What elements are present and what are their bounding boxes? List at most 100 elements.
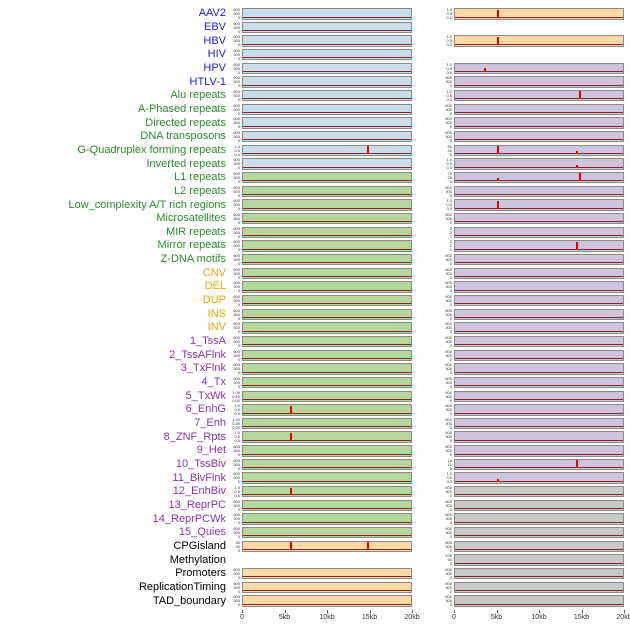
row-label: HPV <box>203 61 226 74</box>
right-panel-y-axis: 1.0 0.5 0.0 <box>438 472 454 484</box>
left-panel-y-axis: 600 300 0 <box>226 294 242 306</box>
right-track-panel <box>454 404 624 416</box>
left-panel-y-axis: 600 300 0 <box>226 499 242 511</box>
right-panel-y-axis: 600 300 0 <box>438 185 454 198</box>
y-tick-label: 600 <box>445 444 452 450</box>
left-panel-y-axis: 600 300 0 <box>226 157 242 170</box>
x-tick-label: 20kb <box>404 613 420 621</box>
y-tick-label: 600 <box>233 457 240 463</box>
left-panel-y-axis: 600 300 0 <box>226 349 242 361</box>
y-tick-label: 600 <box>233 157 240 163</box>
y-tick-label: 0 <box>449 342 452 348</box>
row-label: ReplicationTiming <box>138 580 226 593</box>
y-tick-label: 600 <box>233 198 240 204</box>
y-tick-label: 0 <box>237 602 240 608</box>
signal-baseline <box>243 371 411 373</box>
signal-baseline <box>455 426 623 428</box>
signal-baseline <box>243 166 411 168</box>
y-tick-label: 300 <box>445 134 452 140</box>
signal-baseline <box>455 357 623 359</box>
left-track-panel <box>242 404 412 416</box>
left-track-panel <box>242 21 412 34</box>
track-row: Alu repeats 600 300 0 1.0 0.5 0.0 <box>14 89 630 103</box>
x-tick-label: 5kb <box>490 613 503 621</box>
left-panel-y-axis: 600 300 0 <box>226 90 242 102</box>
y-tick-label: 0.0 <box>446 42 452 48</box>
y-tick-label: 600 <box>233 321 240 327</box>
y-tick-label: 0 <box>237 179 240 184</box>
signal-baseline <box>243 180 411 182</box>
right-panel-y-axis: 600 300 0 <box>438 334 454 348</box>
left-track-panel <box>242 117 412 129</box>
right-panel-y-axis: 600 300 0 <box>438 267 454 279</box>
left-track-panel <box>242 568 412 580</box>
signal-baseline <box>455 590 623 592</box>
y-tick-label: 300 <box>233 24 240 30</box>
signal-spike <box>290 432 293 441</box>
left-track-panel <box>242 185 412 198</box>
y-tick-label: 0.0 <box>234 411 240 417</box>
y-tick-label: 600 <box>445 512 452 518</box>
y-tick-label: 0 <box>237 274 240 280</box>
right-track-panel <box>454 185 624 198</box>
y-tick-label: 0 <box>449 370 452 376</box>
right-track-panel <box>454 335 624 348</box>
left-track-panel <box>242 49 412 61</box>
y-tick-label: 600 <box>445 130 452 136</box>
left-panel-y-axis: 600 300 0 <box>226 321 242 334</box>
y-tick-label: 0.50 <box>232 393 240 399</box>
y-tick-label: 0 <box>449 547 452 553</box>
left-panel-y-axis <box>226 554 242 565</box>
left-track-panel <box>242 554 412 566</box>
x-tick-mark <box>242 609 243 613</box>
y-tick-label: 0 <box>449 397 452 403</box>
y-tick-label: 600 <box>233 444 240 450</box>
signal-baseline <box>243 344 411 346</box>
signal-baseline <box>243 16 411 18</box>
y-tick-label: 0.0 <box>446 165 452 171</box>
signal-baseline <box>243 194 411 196</box>
track-row: L1 repeats 600 300 0 75 25 0 <box>14 171 630 185</box>
y-tick-label: 0.5 <box>446 38 452 44</box>
left-track-panel <box>242 499 412 512</box>
right-track-panel <box>454 568 624 580</box>
signal-baseline <box>455 43 623 45</box>
signal-baseline <box>455 303 623 305</box>
row-label: CNV <box>202 266 226 279</box>
signal-spike <box>575 164 578 168</box>
right-panel-y-axis: 600 300 0 <box>438 117 454 130</box>
y-tick-label: 300 <box>233 120 240 126</box>
y-tick-label: 300 <box>233 134 240 140</box>
right-panel-y-axis: 600 300 0 <box>438 130 454 143</box>
right-track-panel <box>454 499 624 512</box>
left-track-panel <box>242 527 412 539</box>
y-tick-label: 300 <box>445 393 452 399</box>
right-panel-y-axis: 600 300 0 <box>438 431 454 443</box>
y-tick-label: 600 <box>233 34 240 40</box>
row-label: DUP <box>202 294 226 307</box>
left-panel-y-axis: 600 300 0 <box>226 281 242 293</box>
y-tick-label: 300 <box>445 502 452 508</box>
left-track-panel <box>242 35 412 47</box>
right-track-panel <box>454 431 624 443</box>
track-row: 12_EnhBiv 1.0 0.5 0.0 600 300 0 <box>14 485 630 499</box>
signal-baseline <box>455 562 623 564</box>
signal-baseline <box>243 453 411 455</box>
track-row: HIV 600 300 0 <box>14 48 630 62</box>
y-tick-label: 300 <box>233 297 240 303</box>
signal-baseline <box>455 549 623 551</box>
y-tick-label: 0 <box>237 547 240 553</box>
left-track-panel <box>242 131 412 143</box>
y-tick-label: 300 <box>445 120 452 126</box>
y-tick-label: 600 <box>445 334 452 340</box>
right-track-panel <box>454 554 624 566</box>
right-panel-y-axis: 600 300 0 <box>438 294 454 306</box>
right-panel-y-axis: 600 300 0 <box>438 417 454 429</box>
right-panel-y-axis: 600 300 0 <box>438 595 454 607</box>
y-tick-label: 300 <box>445 530 452 536</box>
y-tick-label: 600 <box>233 471 240 477</box>
y-tick-label: 0 <box>237 479 240 485</box>
signal-baseline <box>243 71 411 73</box>
y-tick-label: 0 <box>449 192 452 198</box>
y-tick-label: 0 <box>449 124 452 130</box>
